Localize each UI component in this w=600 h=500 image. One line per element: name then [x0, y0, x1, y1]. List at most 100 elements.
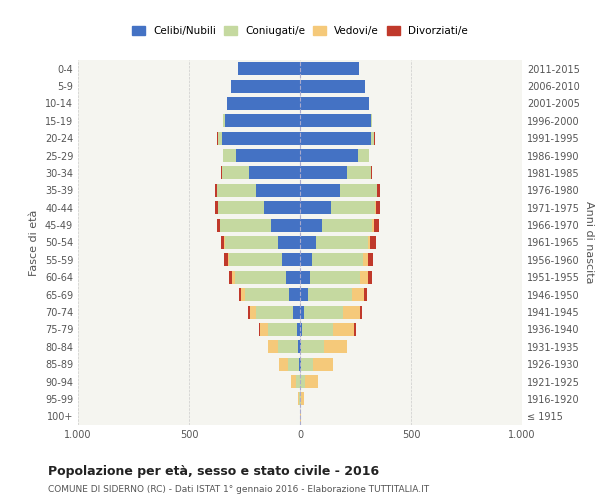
Bar — [278, 340, 298, 353]
Bar — [245, 288, 289, 301]
Bar — [300, 114, 371, 128]
Bar — [302, 323, 334, 336]
Bar — [299, 358, 300, 370]
Y-axis label: Fasce di età: Fasce di età — [29, 210, 39, 276]
Bar — [368, 254, 373, 266]
Bar — [300, 62, 359, 75]
Bar — [300, 149, 358, 162]
Bar — [298, 392, 299, 406]
Bar — [308, 288, 352, 301]
Bar — [224, 114, 300, 128]
Bar — [374, 218, 379, 232]
Bar — [229, 270, 232, 284]
Bar — [376, 201, 380, 214]
Bar — [300, 392, 301, 406]
Bar — [232, 270, 235, 284]
Bar — [300, 236, 316, 249]
Bar — [238, 62, 300, 75]
Bar — [304, 306, 343, 318]
Bar — [229, 254, 282, 266]
Bar — [371, 132, 374, 144]
Bar — [223, 114, 224, 128]
Bar — [300, 306, 304, 318]
Bar — [340, 184, 377, 197]
Bar — [300, 97, 369, 110]
Bar — [291, 375, 296, 388]
Bar — [360, 306, 362, 318]
Bar — [316, 236, 368, 249]
Bar — [313, 358, 333, 370]
Bar — [220, 218, 271, 232]
Bar — [215, 201, 218, 214]
Bar — [301, 375, 305, 388]
Bar — [218, 201, 265, 214]
Bar — [334, 323, 355, 336]
Bar — [239, 288, 241, 301]
Y-axis label: Anni di nascita: Anni di nascita — [584, 201, 593, 284]
Bar — [312, 254, 363, 266]
Bar — [223, 166, 249, 179]
Bar — [223, 132, 300, 144]
Bar — [300, 270, 310, 284]
Bar — [370, 236, 376, 249]
Bar — [256, 306, 293, 318]
Bar — [227, 97, 300, 110]
Bar — [301, 392, 304, 406]
Bar — [310, 270, 360, 284]
Bar — [249, 166, 300, 179]
Bar — [286, 270, 300, 284]
Bar — [265, 201, 300, 214]
Bar — [278, 236, 300, 249]
Bar — [300, 358, 301, 370]
Bar — [236, 149, 300, 162]
Bar — [296, 375, 299, 388]
Text: Popolazione per età, sesso e stato civile - 2016: Popolazione per età, sesso e stato civil… — [48, 465, 379, 478]
Bar — [343, 306, 360, 318]
Bar — [224, 236, 278, 249]
Bar — [360, 270, 368, 284]
Bar — [322, 218, 372, 232]
Bar — [250, 306, 256, 318]
Bar — [271, 218, 300, 232]
Bar — [364, 288, 367, 301]
Bar — [288, 358, 299, 370]
Bar — [300, 254, 312, 266]
Bar — [300, 323, 302, 336]
Bar — [235, 270, 286, 284]
Bar — [223, 149, 236, 162]
Bar — [259, 323, 260, 336]
Bar — [300, 218, 322, 232]
Bar — [300, 201, 331, 214]
Bar — [300, 132, 371, 144]
Bar — [358, 149, 369, 162]
Bar — [305, 375, 317, 388]
Bar — [217, 218, 220, 232]
Bar — [372, 218, 374, 232]
Bar — [331, 201, 376, 214]
Bar — [301, 358, 313, 370]
Bar — [301, 340, 323, 353]
Bar — [371, 166, 373, 179]
Bar — [300, 340, 301, 353]
Bar — [363, 254, 368, 266]
Bar — [300, 166, 347, 179]
Bar — [256, 184, 300, 197]
Bar — [217, 184, 256, 197]
Bar — [300, 288, 308, 301]
Bar — [241, 288, 245, 301]
Bar — [300, 184, 340, 197]
Text: COMUNE DI SIDERNO (RC) - Dati ISTAT 1° gennaio 2016 - Elaborazione TUTTITALIA.IT: COMUNE DI SIDERNO (RC) - Dati ISTAT 1° g… — [48, 485, 429, 494]
Bar — [215, 184, 217, 197]
Bar — [279, 358, 288, 370]
Legend: Celibi/Nubili, Coniugati/e, Vedovi/e, Divorziati/e: Celibi/Nubili, Coniugati/e, Vedovi/e, Di… — [128, 22, 472, 40]
Bar — [248, 306, 250, 318]
Bar — [289, 288, 300, 301]
Bar — [218, 132, 223, 144]
Bar — [352, 288, 364, 301]
Bar — [228, 254, 229, 266]
Bar — [282, 254, 300, 266]
Bar — [260, 323, 268, 336]
Bar — [368, 236, 370, 249]
Bar — [296, 323, 300, 336]
Bar — [377, 184, 380, 197]
